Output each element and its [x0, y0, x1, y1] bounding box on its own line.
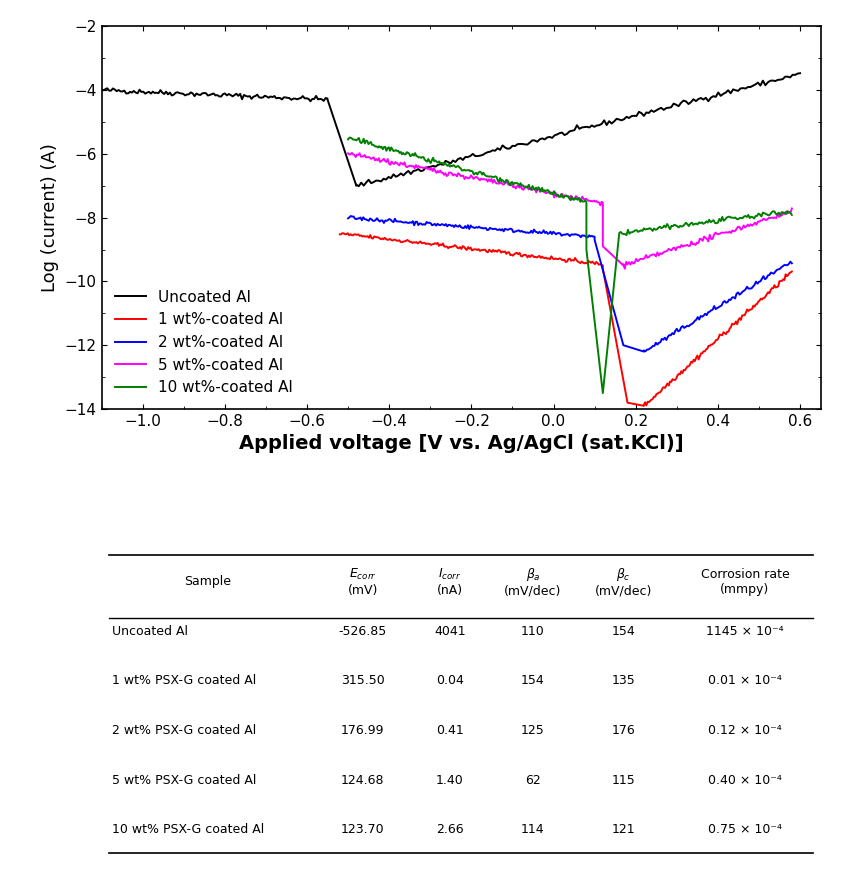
2 wt%-coated Al [346, 211, 356, 221]
2 wt%-coated Al [639, 346, 649, 357]
10 wt%-coated Al [768, 206, 778, 216]
5 wt%-coated Al [440, 168, 450, 179]
1 wt%-coated Al [394, 235, 404, 246]
Uncoated Al [629, 111, 639, 121]
10 wt%-coated Al [598, 388, 608, 399]
1 wt%-coated Al [544, 253, 554, 263]
2 wt%-coated Al [787, 258, 797, 269]
5 wt%-coated Al [620, 263, 630, 274]
Uncoated Al [190, 91, 200, 101]
2 wt%-coated Al [656, 337, 666, 347]
10 wt%-coated Al [537, 182, 547, 193]
10 wt%-coated Al [345, 133, 355, 143]
1 wt%-coated Al [338, 228, 348, 238]
5 wt%-coated Al [644, 252, 654, 262]
10 wt%-coated Al [787, 209, 797, 220]
5 wt%-coated Al [705, 229, 715, 240]
2 wt%-coated Al [650, 341, 660, 351]
X-axis label: Applied voltage [V vs. Ag/AgCl (sat.KCl)]: Applied voltage [V vs. Ag/AgCl (sat.KCl)… [239, 434, 684, 453]
10 wt%-coated Al [343, 134, 353, 145]
Line: Uncoated Al: Uncoated Al [102, 73, 800, 187]
10 wt%-coated Al [455, 163, 465, 174]
Line: 10 wt%-coated Al: 10 wt%-coated Al [348, 138, 792, 393]
Uncoated Al [646, 106, 656, 116]
Y-axis label: Log (current) (A): Log (current) (A) [41, 143, 59, 292]
5 wt%-coated Al [343, 148, 353, 159]
Uncoated Al [212, 90, 222, 100]
Line: 5 wt%-coated Al: 5 wt%-coated Al [348, 153, 792, 269]
1 wt%-coated Al [639, 400, 649, 411]
5 wt%-coated Al [787, 203, 797, 214]
1 wt%-coated Al [335, 229, 345, 240]
10 wt%-coated Al [590, 316, 600, 326]
Uncoated Al [354, 181, 364, 192]
Uncoated Al [795, 68, 805, 78]
Uncoated Al [689, 94, 699, 105]
5 wt%-coated Al [382, 157, 392, 167]
1 wt%-coated Al [493, 245, 503, 255]
1 wt%-coated Al [477, 245, 487, 255]
Line: 2 wt%-coated Al: 2 wt%-coated Al [348, 216, 792, 351]
1 wt%-coated Al [787, 266, 797, 276]
Uncoated Al [465, 151, 475, 161]
1 wt%-coated Al [502, 249, 512, 259]
Uncoated Al [96, 84, 107, 94]
10 wt%-coated Al [783, 206, 793, 216]
5 wt%-coated Al [344, 149, 354, 160]
1 wt%-coated Al [765, 288, 775, 298]
5 wt%-coated Al [347, 147, 357, 158]
2 wt%-coated Al [343, 213, 353, 223]
2 wt%-coated Al [408, 216, 418, 227]
2 wt%-coated Al [705, 306, 715, 317]
Line: 1 wt%-coated Al: 1 wt%-coated Al [340, 233, 792, 405]
10 wt%-coated Al [567, 192, 577, 202]
5 wt%-coated Al [613, 255, 623, 265]
Legend: Uncoated Al, 1 wt%-coated Al, 2 wt%-coated Al, 5 wt%-coated Al, 10 wt%-coated Al: Uncoated Al, 1 wt%-coated Al, 2 wt%-coat… [109, 283, 299, 401]
2 wt%-coated Al [732, 289, 742, 299]
2 wt%-coated Al [572, 229, 582, 240]
